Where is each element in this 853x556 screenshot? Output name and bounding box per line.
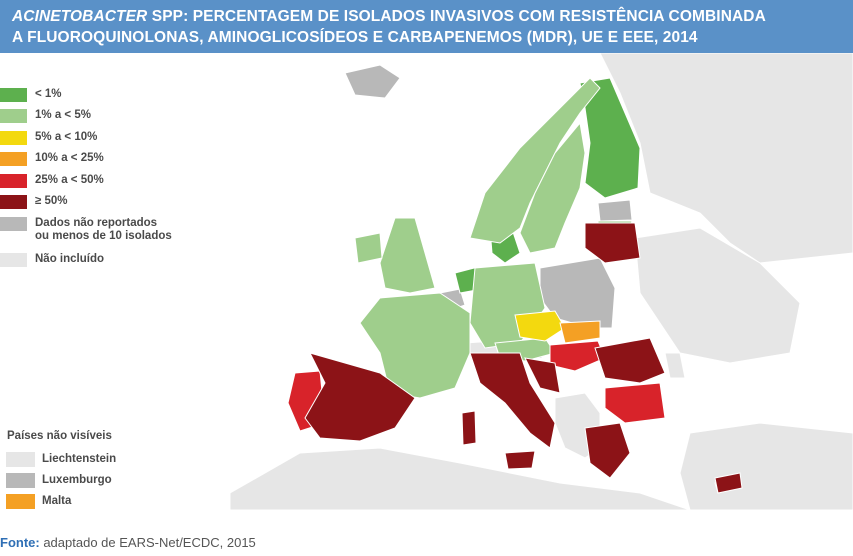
legend-item-not-included: Não incluído xyxy=(0,253,104,267)
region-uk xyxy=(379,217,436,294)
region-romania xyxy=(594,337,666,384)
source-note: Fonte: adaptado de EARS-Net/ECDC, 2015 xyxy=(0,535,256,550)
not-visible-label: Liechtenstein xyxy=(42,453,117,465)
region-russia-north xyxy=(599,53,853,264)
region-slovakia xyxy=(559,320,601,344)
legend-label: 10% a < 25% xyxy=(35,152,104,164)
region-estonia xyxy=(597,199,633,222)
legend-item-1-5: 1% a < 5% xyxy=(0,109,91,123)
legend-label: ≥ 50% xyxy=(35,195,68,207)
region-greece xyxy=(584,422,631,479)
region-sardinia xyxy=(461,410,477,446)
legend-label: Não incluído xyxy=(35,253,104,265)
legend-label: 1% a < 5% xyxy=(35,109,91,121)
region-turkey xyxy=(679,422,853,510)
region-sicily xyxy=(504,450,536,470)
not-visible-label: Luxemburgo xyxy=(42,474,112,486)
region-hungary xyxy=(549,340,606,372)
legend-swatch xyxy=(6,473,35,488)
region-iceland xyxy=(344,64,401,99)
source-text: adaptado de EARS-Net/ECDC, 2015 xyxy=(39,535,256,550)
region-lithuania xyxy=(584,222,641,264)
not-visible-item-malta: Malta xyxy=(6,494,71,509)
not-visible-title: Países não visíveis xyxy=(7,430,112,442)
region-spain xyxy=(304,352,416,442)
legend-label: < 1% xyxy=(35,88,62,100)
title-line-1-rest: SPP: PERCENTAGEM DE ISOLADOS INVASIVOS C… xyxy=(147,8,766,25)
region-ireland xyxy=(354,232,383,264)
legend-item-5-10: 5% a < 10% xyxy=(0,131,97,145)
title-line-2: A FLUOROQUINOLONAS, AMINOGLICOSÍDEOS E C… xyxy=(12,29,698,46)
region-bulgaria xyxy=(604,382,666,424)
legend-label: 5% a < 10% xyxy=(35,131,98,143)
legend-swatch xyxy=(0,195,27,209)
title-line-1: ACINETOBACTER SPP: PERCENTAGEM DE ISOLAD… xyxy=(12,6,841,27)
legend-swatch xyxy=(0,217,27,231)
region-italy xyxy=(469,352,556,449)
region-czech xyxy=(514,310,566,342)
legend-swatch xyxy=(0,152,27,166)
legend-swatch xyxy=(0,174,27,188)
not-visible-item-liechtenstein: Liechtenstein xyxy=(6,452,116,467)
legend-swatch xyxy=(6,494,35,509)
legend-item-ge50: ≥ 50% xyxy=(0,195,68,209)
legend-swatch xyxy=(6,452,35,467)
region-belarus-ukraine xyxy=(634,227,801,364)
legend-label: 25% a < 50% xyxy=(35,174,104,186)
region-france xyxy=(359,292,471,399)
legend-item-lt1: < 1% xyxy=(0,88,62,102)
legend-swatch xyxy=(0,131,27,145)
legend-label: Dados não reportados ou menos de 10 isol… xyxy=(35,217,172,242)
region-north-africa xyxy=(229,447,691,510)
legend-item-10-25: 10% a < 25% xyxy=(0,152,104,166)
region-croatia xyxy=(524,357,561,394)
map-title: ACINETOBACTER SPP: PERCENTAGEM DE ISOLAD… xyxy=(0,0,853,53)
region-finland xyxy=(579,77,641,199)
region-norway xyxy=(469,77,601,244)
not-visible-item-luxemburgo: Luxemburgo xyxy=(6,473,112,488)
europe-map xyxy=(229,53,853,510)
region-moldova xyxy=(664,352,686,379)
region-sweden xyxy=(519,121,586,254)
legend-swatch xyxy=(0,88,27,102)
legend-swatch xyxy=(0,109,27,123)
region-cyprus xyxy=(714,472,743,494)
legend-item-no-data: Dados não reportados ou menos de 10 isol… xyxy=(0,217,172,243)
not-visible-label: Malta xyxy=(42,495,72,507)
legend-item-25-50: 25% a < 50% xyxy=(0,174,104,188)
source-label: Fonte: xyxy=(0,535,40,550)
map-area: < 1% 1% a < 5% 5% a < 10% 10% a < 25% 25… xyxy=(0,53,853,510)
title-italic: ACINETOBACTER xyxy=(12,8,148,25)
legend-swatch xyxy=(0,253,27,267)
